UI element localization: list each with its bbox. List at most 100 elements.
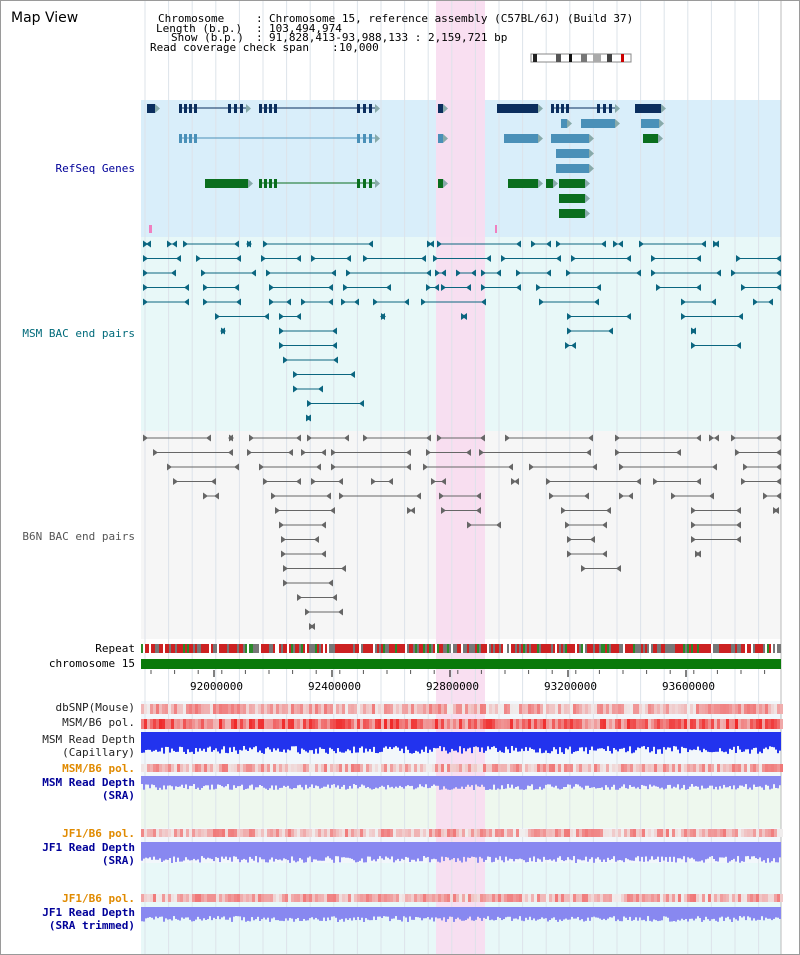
msm-capillary-depth-bar: [473, 732, 475, 747]
dbsnp-cell: [528, 704, 531, 714]
repeat-segment: [319, 644, 321, 653]
repeat-segment: [577, 644, 579, 653]
repeat-segment: [225, 644, 227, 653]
msm-pol-cell: [645, 719, 648, 729]
jf1-trimmed-depth-bar: [529, 907, 531, 917]
jf1-trimmed-depth-bar: [731, 907, 733, 922]
jf1-trimmed-depth-bar: [273, 907, 275, 918]
msm-capillary-depth-bar: [151, 732, 153, 752]
jf1-sra-depth-bar: [369, 842, 371, 857]
msm-sra-depth-bar: [267, 776, 269, 790]
repeat-segment: [405, 644, 407, 653]
msm-sra-depth-bar: [627, 776, 629, 789]
jf1-pol-cell: [180, 829, 183, 837]
repeat-segment: [449, 644, 451, 653]
repeat-segment: [377, 644, 379, 653]
repeat-segment: [407, 644, 409, 653]
jf1-pol-trimmed-cell: [420, 894, 423, 902]
msm-sra-depth-bar: [215, 776, 217, 789]
jf1-sra-depth-bar: [199, 842, 201, 863]
msm-bac-end-marker: [626, 255, 631, 262]
msm-capillary-depth-bar: [347, 732, 349, 750]
jf1-pol-trimmed-cell: [714, 894, 717, 902]
msm-sra-depth-bar: [201, 776, 203, 789]
msm-capillary-depth-bar: [379, 732, 381, 753]
msm-pol-sra-cell: [699, 764, 702, 772]
msm-capillary-depth-bar: [663, 732, 665, 748]
dbsnp-track-label: dbSNP(Mouse): [55, 701, 135, 714]
jf1-pol-trimmed-cell: [549, 894, 552, 902]
msm-pol-sra-cell: [462, 764, 465, 772]
msm-sra-depth-bar: [527, 776, 529, 786]
repeat-segment: [325, 644, 327, 653]
msm-capillary-depth-bar: [489, 732, 491, 750]
msm-sra-depth-bar: [667, 776, 669, 785]
msm-bac-end-marker: [567, 327, 572, 335]
jf1-sra-depth-bar: [317, 842, 319, 861]
b6n-bac-end-marker: [586, 449, 591, 456]
msm-capillary-depth-bar: [567, 732, 569, 750]
repeat-segment: [513, 644, 515, 653]
jf1-sra-depth-bar: [641, 842, 643, 857]
jf1-sra-depth-bar: [305, 842, 307, 863]
jf1-pol-cell: [720, 829, 723, 837]
jf1-pol-cell: [354, 829, 357, 837]
jf1-pol-cell: [597, 829, 600, 837]
jf1-trimmed-depth-bar: [237, 907, 239, 917]
jf1-trimmed-depth-bar: [681, 907, 683, 919]
msm-capillary-depth-bar: [607, 732, 609, 747]
msm-capillary-depth-bar: [519, 732, 521, 752]
repeat-segment: [607, 644, 609, 653]
jf1-sra-depth-bar: [143, 842, 145, 859]
msm-pol-cell: [363, 719, 366, 729]
msm-pol-sra-cell: [561, 764, 564, 772]
jf1-sra-depth-bar: [157, 842, 159, 860]
msm-bac-end-marker: [234, 284, 239, 291]
msm-pol-cell: [303, 719, 306, 729]
msm-pol-cell: [429, 719, 432, 729]
msm-pol-cell: [315, 719, 318, 729]
msm-pol-sra-cell: [594, 764, 597, 772]
dbsnp-cell: [213, 704, 216, 714]
msm-pol-sra-cell: [429, 764, 432, 772]
msm-capillary-depth-bar: [575, 732, 577, 752]
gene-exon: [357, 134, 360, 143]
jf1-pol-cell: [669, 829, 672, 837]
msm-capillary-depth-bar: [285, 732, 287, 753]
msm-pol-sra-cell: [663, 764, 666, 772]
repeat-segment: [609, 644, 611, 653]
dbsnp-cell: [141, 704, 144, 714]
dbsnp-cell: [615, 704, 618, 714]
jf1-trimmed-depth-bar: [243, 907, 245, 918]
msm-pol-cell: [693, 719, 696, 729]
msm-capillary-depth-bar: [483, 732, 485, 753]
jf1-pol-cell: [510, 829, 513, 837]
b6n-bac-end-marker: [691, 521, 696, 529]
msm-pol-cell: [432, 719, 435, 729]
msm-bac-end-marker: [261, 255, 266, 262]
jf1-trimmed-depth-bar: [471, 907, 473, 921]
msm-bac-end-marker: [346, 255, 351, 262]
msm-capillary-depth-bar: [599, 732, 601, 749]
msm-capillary-depth-bar: [753, 732, 755, 749]
jf1-sra-depth-bar: [339, 842, 341, 863]
jf1-sra-depth-bar: [567, 842, 569, 858]
dbsnp-cell: [342, 704, 345, 714]
jf1-sra-depth-bar: [689, 842, 691, 859]
dbsnp-cell: [258, 704, 261, 714]
msm-sra-depth-bar: [433, 776, 435, 785]
jf1-sra-depth-bar: [383, 842, 385, 860]
jf1-trimmed-depth-bar: [579, 907, 581, 921]
jf1-trimmed-depth-bar: [467, 907, 469, 919]
msm-pol-cell: [552, 719, 555, 729]
msm-sra-depth-bar: [255, 776, 257, 788]
jf1-sra-depth-bar: [185, 842, 187, 858]
repeat-segment: [725, 644, 727, 653]
jf1-pol-trimmed-cell: [228, 894, 231, 902]
dbsnp-cell: [378, 704, 381, 714]
msm-capillary-depth-bar: [477, 732, 479, 748]
msm-bac-end-marker: [143, 269, 148, 277]
msm-sra-depth-bar: [711, 776, 713, 786]
msm-sra-depth-bar: [465, 776, 467, 787]
